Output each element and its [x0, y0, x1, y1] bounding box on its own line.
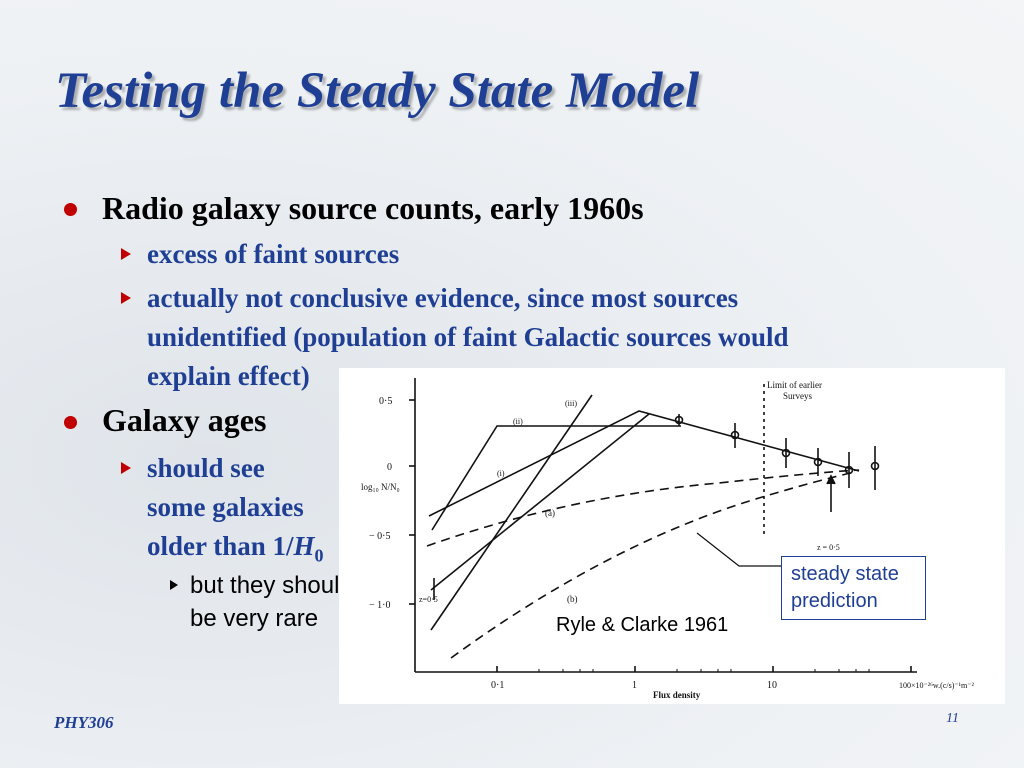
observed-counts [674, 414, 880, 490]
sub-bullet-marker [121, 462, 131, 474]
bullet-dot [64, 416, 77, 429]
svg-text:(b): (b) [567, 594, 578, 604]
curve-b [450, 471, 856, 659]
svg-text:Surveys: Surveys [783, 391, 812, 401]
svg-text:10: 10 [767, 680, 777, 691]
callout-pointer [696, 532, 781, 567]
svg-text:1: 1 [632, 680, 637, 691]
bullet-dot [64, 203, 77, 216]
svg-text:100×10⁻²⁶w.(c/s)⁻¹m⁻²: 100×10⁻²⁶w.(c/s)⁻¹m⁻² [899, 681, 974, 690]
curve-i [430, 413, 650, 591]
svg-text:Limit of earlier: Limit of earlier [767, 380, 822, 390]
svg-text:− 1·0: − 1·0 [369, 600, 390, 611]
slide-title: Testing the Steady State Model [55, 63, 700, 119]
svg-text:Flux density: Flux density [653, 690, 701, 700]
svg-text:z = 0·5: z = 0·5 [817, 543, 840, 552]
curve-ii [431, 425, 681, 531]
svg-text:− 0·5: − 0·5 [369, 531, 390, 542]
bullet-radio-counts: Radio galaxy source counts, early 1960s [102, 190, 644, 226]
sub-bullet-older-galaxies: should see some galaxies older than 1/H0 [147, 453, 324, 566]
svg-text:z=0·5: z=0·5 [419, 595, 438, 604]
svg-text:(i): (i) [497, 469, 505, 478]
sub-bullet-marker [121, 292, 131, 304]
curve-a [426, 469, 860, 547]
svg-text:0·5: 0·5 [379, 396, 392, 407]
footer-course: PHY306 [54, 713, 114, 732]
sub-sub-bullet-marker [170, 580, 178, 590]
steady-state-callout: steady state prediction [781, 556, 926, 620]
bullet-galaxy-ages: Galaxy ages [102, 402, 267, 438]
sub-bullet-marker [121, 248, 131, 260]
sub-sub-bullet-very-rare: but they should be very rare [190, 572, 353, 632]
svg-text:(a): (a) [545, 508, 555, 518]
curve-iii [430, 394, 593, 631]
svg-text:(iii): (iii) [565, 399, 577, 408]
source-count-figure: 0·5 0 − 0·5 − 1·0 log₁₀ N/N₀ 0·1 1 10 10… [339, 368, 1005, 704]
page-number: 11 [946, 711, 959, 726]
sub-bullet-not-conclusive: actually not conclusive evidence, since … [147, 283, 789, 391]
svg-text:(ii): (ii) [513, 417, 523, 426]
svg-text:0·1: 0·1 [491, 680, 504, 691]
svg-text:0: 0 [387, 462, 392, 473]
svg-text:log₁₀ N/N₀: log₁₀ N/N₀ [361, 482, 400, 492]
source-count-plot: 0·5 0 − 0·5 − 1·0 log₁₀ N/N₀ 0·1 1 10 10… [361, 378, 974, 700]
sub-bullet-faint-sources: excess of faint sources [147, 239, 400, 269]
figure-caption: Ryle & Clarke 1961 [556, 614, 729, 636]
